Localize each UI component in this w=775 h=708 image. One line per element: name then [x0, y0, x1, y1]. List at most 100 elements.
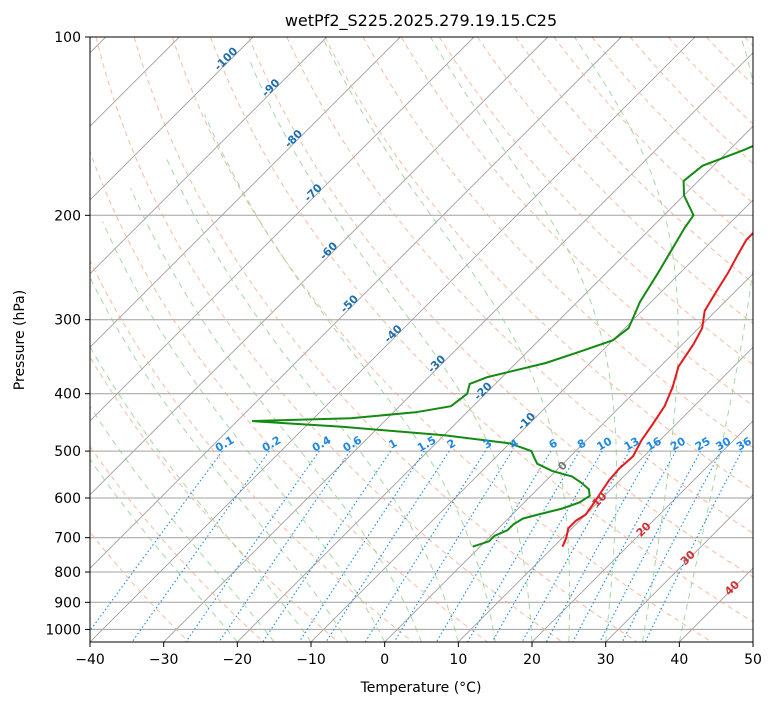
dry-adiabat-line: [90, 259, 414, 642]
mixing-ratio-line: [262, 450, 392, 642]
mixing-ratio-line: [90, 450, 223, 632]
mixing-ratio-label: 1: [386, 437, 399, 452]
y-tick-label: 800: [54, 565, 81, 581]
plot-frame: [89, 36, 754, 643]
x-tick-label: 50: [744, 652, 762, 668]
dry-adiabat-label: 0: [555, 458, 570, 473]
y-tick-label: 100: [54, 30, 81, 46]
moist-adiabat-line: [322, 37, 571, 642]
mixing-ratio-line: [545, 450, 653, 642]
x-axis-label: Temperature (°C): [360, 680, 482, 696]
dry-adiabat-line: [744, 37, 753, 47]
dry-adiabat-label: 10: [590, 490, 610, 510]
isotherm-label: -70: [302, 181, 325, 204]
mixing-ratio-line: [185, 450, 320, 642]
x-tick-label: −20: [223, 652, 253, 668]
mixing-ratio-line: [393, 450, 513, 642]
y-tick-label: 200: [54, 208, 81, 224]
isotherm-label: -100: [212, 44, 241, 73]
isotherm-label: -80: [282, 127, 305, 150]
isotherm-line: [236, 125, 753, 642]
dry-adiabat-line: [438, 37, 753, 366]
dry-adiabat-line: [90, 531, 190, 642]
isotherm-line: [384, 273, 753, 642]
moist-adiabat-line: [165, 157, 459, 642]
mixing-ratio-label: 6: [547, 436, 560, 451]
dry-adiabat-line: [400, 37, 753, 407]
dry-adiabat-line: [477, 37, 753, 325]
x-tick-label: −30: [149, 652, 179, 668]
isotherm-line: [605, 494, 753, 642]
isotherm-line: [90, 37, 328, 275]
isotherm-label: -40: [382, 322, 405, 345]
mixing-ratio-line: [325, 450, 450, 642]
mixing-ratio-line: [644, 450, 743, 642]
isotherm-line: [163, 52, 753, 642]
mixing-ratio-label: 36: [734, 434, 754, 453]
isotherm-line: [90, 37, 475, 422]
dry-adiabat-line: [515, 37, 753, 284]
moist-adiabat-line: [90, 276, 349, 642]
isotherm-line: [90, 37, 549, 496]
isotherm-line: [678, 567, 753, 642]
axis-ticks: −40 −30 −20 −10 0 10 20 30 40 5010009008007006005…: [45, 30, 762, 668]
data-lines: [251, 144, 753, 548]
isotherm-line: [457, 346, 753, 642]
moist-adiabat-line: [430, 37, 617, 642]
moist-adiabat-line: [130, 187, 422, 642]
x-tick-label: −10: [296, 652, 326, 668]
x-tick-label: 30: [597, 652, 615, 668]
x-tick-label: 40: [670, 652, 688, 668]
mixing-ratio-line: [621, 450, 722, 642]
dry-adiabat-line: [133, 37, 638, 642]
moist-adiabat-line: [90, 345, 312, 642]
mixing-ratio-line: [491, 450, 603, 642]
y-tick-label: 700: [54, 531, 81, 547]
isotherm-label: -60: [317, 239, 340, 262]
mixing-ratio-line: [599, 450, 701, 642]
chart-title: wetPf2_S225.2025.279.19.15.C25: [285, 11, 557, 31]
dry-adiabat-line: [591, 37, 753, 204]
y-tick-label: 900: [54, 595, 81, 611]
moist-adiabat-line: [678, 37, 753, 642]
dry-adiabat-line: [706, 37, 753, 86]
y-tick-label: 1000: [45, 622, 81, 638]
y-tick-label: 300: [54, 313, 81, 329]
moist-adiabat-line: [574, 37, 679, 642]
y-axis-label: Pressure (hPa): [12, 290, 28, 390]
isotherm-line: [90, 37, 696, 642]
isotherm-line: [90, 37, 254, 201]
y-tick-label: 600: [54, 491, 81, 507]
moist-adiabat-line: [204, 114, 496, 642]
dry-adiabat-line: [95, 37, 563, 642]
dewpoint-line: [251, 144, 753, 548]
x-tick-label: 10: [449, 652, 467, 668]
dry-adiabat-label: 30: [678, 548, 698, 568]
isotherm-line: [90, 37, 401, 348]
mixing-ratio-line: [572, 450, 677, 642]
isotherm-label: -50: [338, 292, 361, 315]
dry-adiabat-line: [629, 37, 753, 165]
mixing-ratio-line: [298, 450, 425, 642]
x-tick-label: 0: [380, 652, 389, 668]
dry-adiabat-line: [90, 445, 264, 642]
mixing-ratio-line: [218, 450, 351, 642]
isotherm-label: -30: [425, 352, 448, 375]
isotherm-line: [752, 641, 753, 642]
dry-adiabat-label: 40: [722, 578, 742, 598]
isotherm-line: [90, 37, 622, 569]
dry-adiabat-line: [90, 356, 339, 642]
x-tick-label: 20: [523, 652, 541, 668]
moist-adiabat-line: [90, 458, 238, 642]
x-tick-label: −40: [75, 652, 105, 668]
moist-adiabat-line: [249, 61, 533, 642]
temperature-line: [561, 231, 753, 548]
moist-adiabat-line: [90, 405, 275, 642]
moist-adiabat-line: [102, 221, 386, 642]
isotherm-label: -90: [259, 76, 282, 99]
y-tick-label: 400: [54, 387, 81, 403]
mixing-ratio-label: 4: [508, 436, 521, 451]
mixing-ratio-label: 3: [481, 437, 494, 452]
mixing-ratio-line: [521, 450, 630, 642]
